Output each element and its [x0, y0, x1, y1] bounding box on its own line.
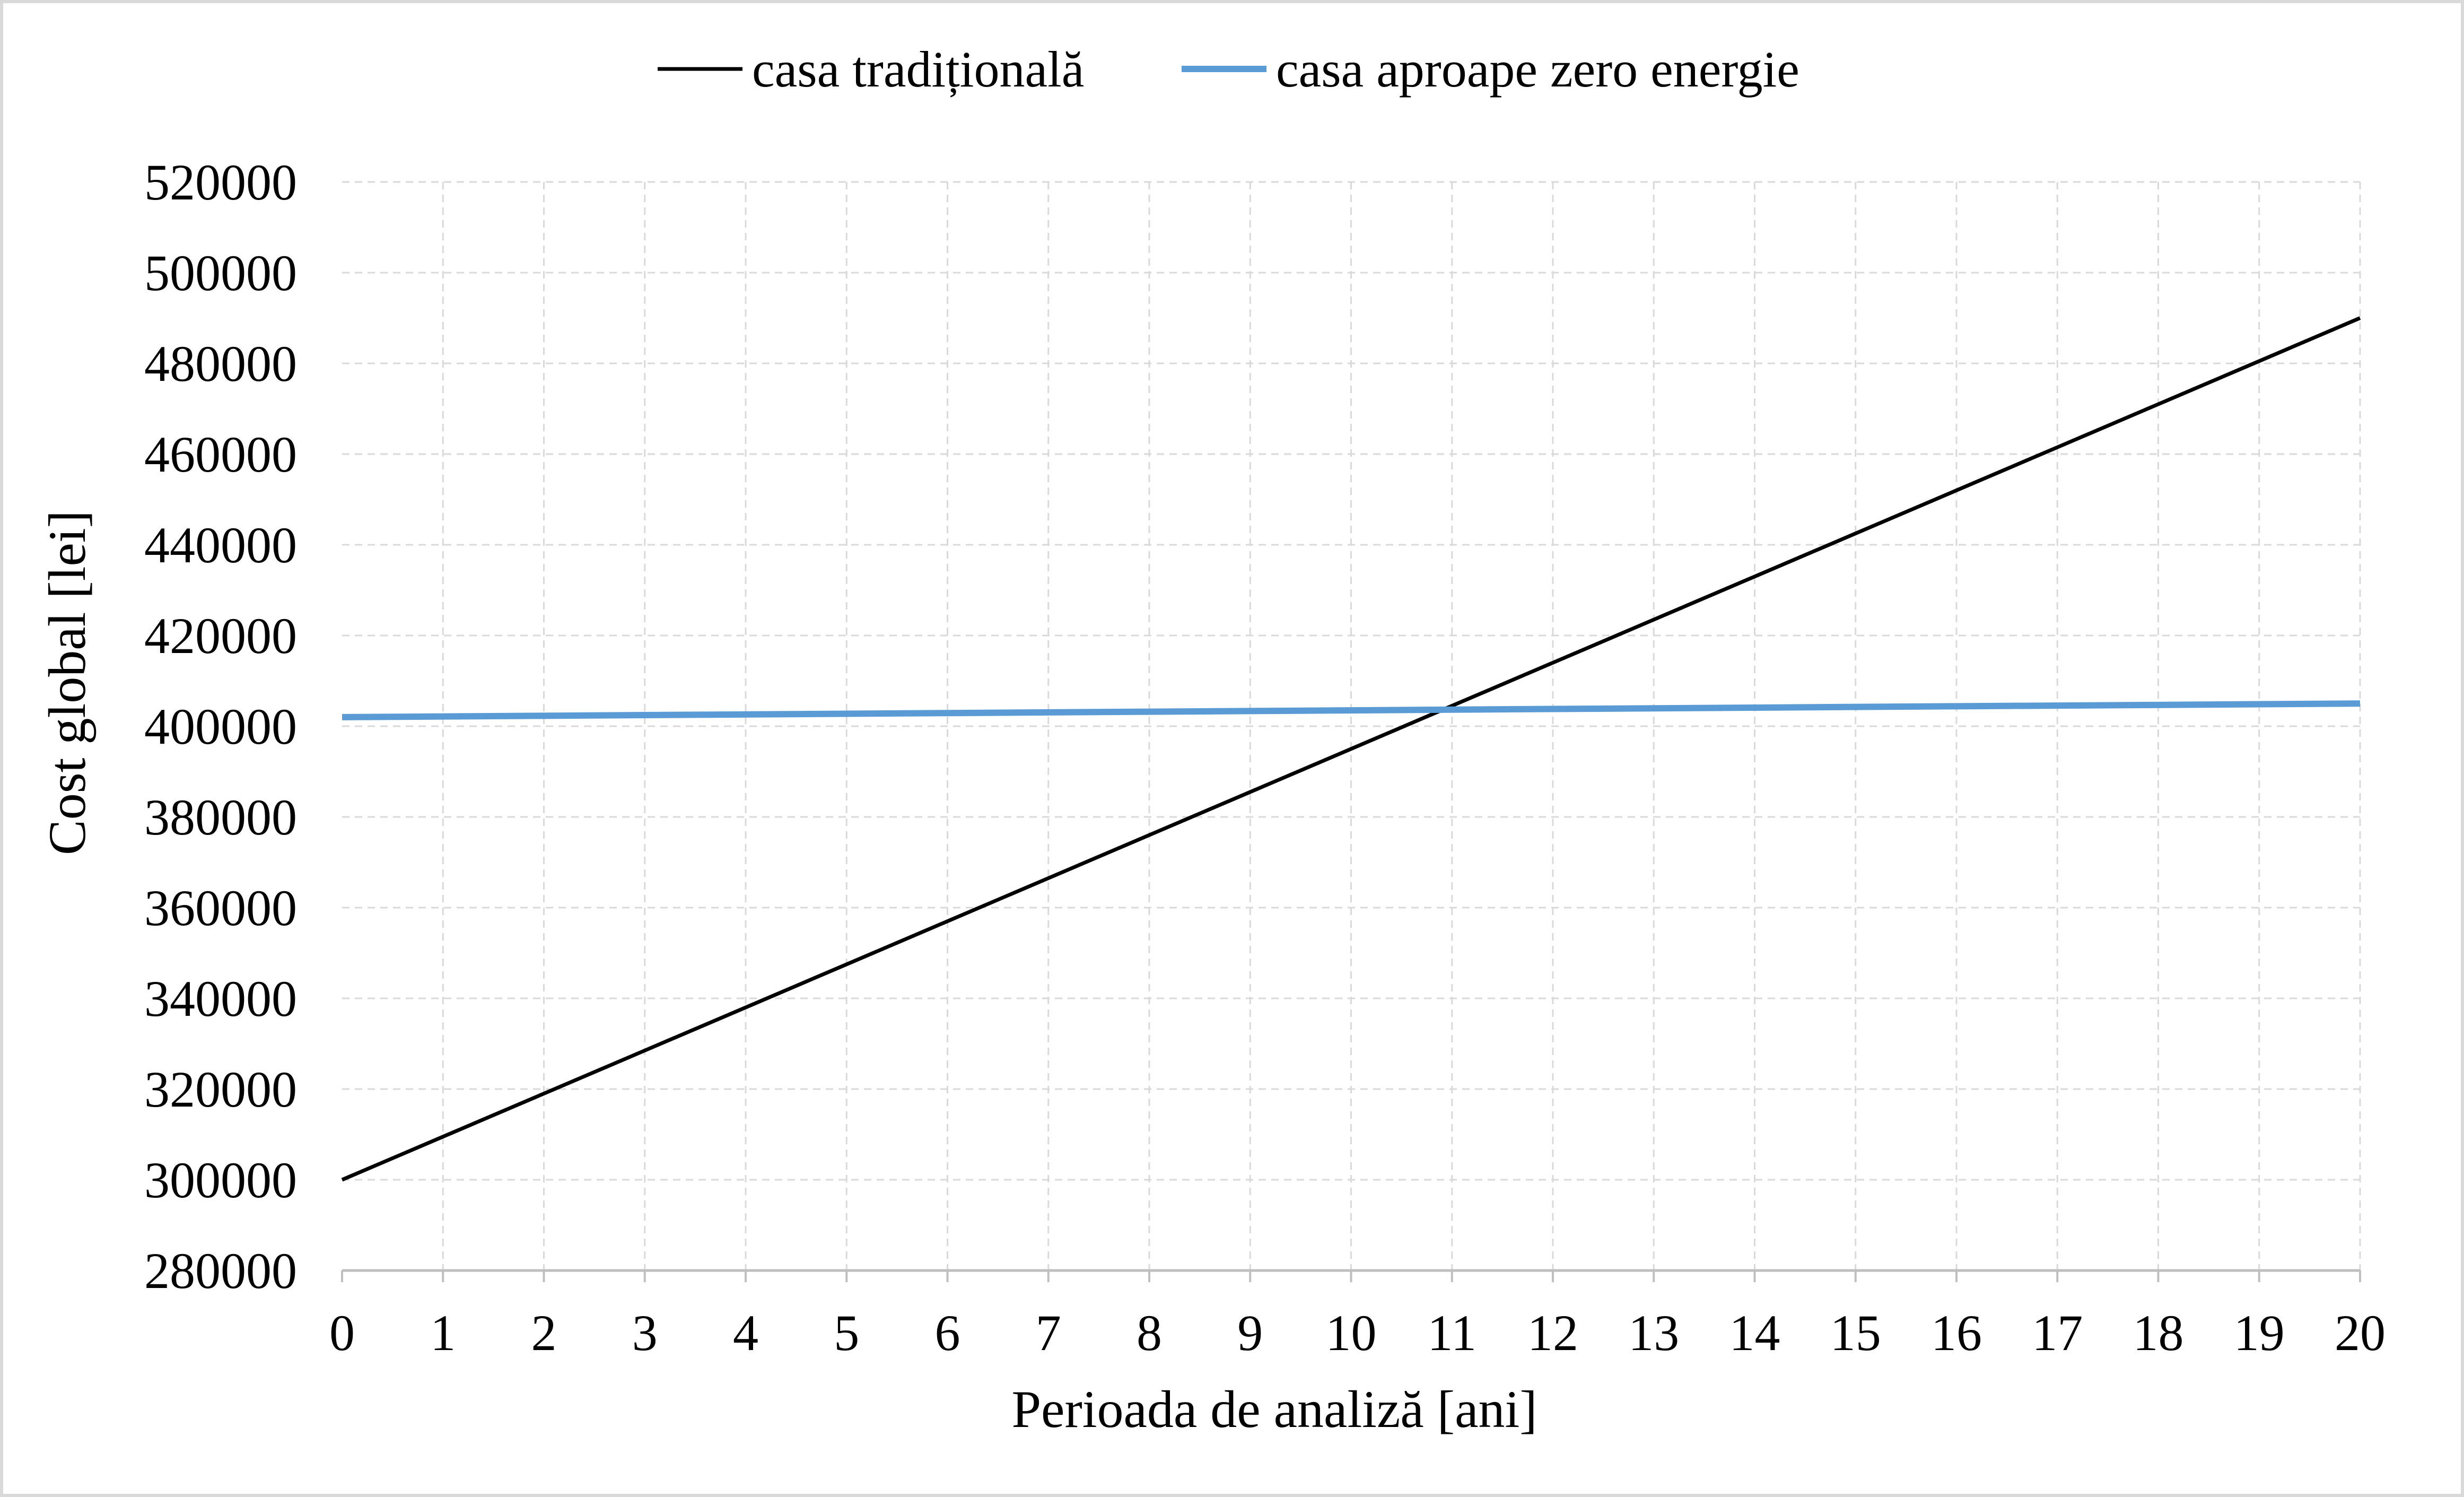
y-axis-title: Cost global [lei]	[38, 510, 97, 855]
y-tick-label: 520000	[144, 154, 297, 211]
x-axis-title: Perioada de analiză [ani]	[1011, 1380, 1537, 1439]
x-tick-label: 1	[430, 1304, 456, 1361]
x-tick-label: 9	[1237, 1304, 1263, 1361]
x-tick-label: 19	[2234, 1304, 2285, 1361]
legend-label-2: casa aproape zero energie	[1276, 41, 1799, 98]
y-tick-label: 460000	[144, 426, 297, 483]
x-tick-labels: 0 1 2 3 4 5 6 7 8 9 10 11 12 13 14 15 16 17 18 19 20	[329, 1304, 2386, 1361]
y-tick-label: 360000	[144, 880, 297, 936]
y-tick-label: 400000	[144, 698, 297, 755]
y-tick-label: 320000	[144, 1061, 297, 1118]
x-tick-label: 13	[1628, 1304, 1679, 1361]
series-line-2	[342, 700, 2361, 720]
y-tick-label: 340000	[144, 970, 297, 1027]
x-tick-label: 7	[1036, 1304, 1061, 1361]
x-tick-label: 18	[2133, 1304, 2184, 1361]
grid-lines	[342, 181, 2361, 1270]
x-tick-label: 16	[1931, 1304, 1982, 1361]
x-tick-label: 4	[733, 1304, 758, 1361]
y-tick-label: 440000	[144, 517, 297, 573]
y-tick-label: 480000	[144, 335, 297, 392]
y-tick-labels: 280000 300000 320000 340000 360000 380000 4000…	[144, 154, 297, 1299]
x-tick-label: 8	[1137, 1304, 1162, 1361]
x-tick-label: 15	[1830, 1304, 1881, 1361]
x-tick-label: 12	[1527, 1304, 1578, 1361]
x-tick-label: 10	[1326, 1304, 1377, 1361]
x-tick-label: 6	[935, 1304, 960, 1361]
y-tick-label: 380000	[144, 789, 297, 846]
y-tick-label: 280000	[144, 1242, 297, 1299]
x-tick-label: 5	[834, 1304, 859, 1361]
series-line-1	[341, 316, 2361, 1182]
x-tick-label: 3	[632, 1304, 658, 1361]
x-tick-label: 2	[531, 1304, 557, 1361]
x-tick-label: 20	[2335, 1304, 2386, 1361]
x-tick-label: 17	[2032, 1304, 2083, 1361]
axes	[341, 1269, 2361, 1282]
x-tick-label: 14	[1729, 1304, 1780, 1361]
x-tick-label: 11	[1428, 1304, 1476, 1361]
y-tick-label: 300000	[144, 1152, 297, 1208]
legend: casa tradițională casa aproape zero energ…	[658, 41, 1799, 98]
y-tick-label: 420000	[144, 607, 297, 664]
y-tick-label: 500000	[144, 245, 297, 301]
x-tick-label: 0	[329, 1304, 355, 1361]
series-lines	[341, 316, 2361, 1182]
legend-label-1: casa tradițională	[752, 41, 1084, 98]
